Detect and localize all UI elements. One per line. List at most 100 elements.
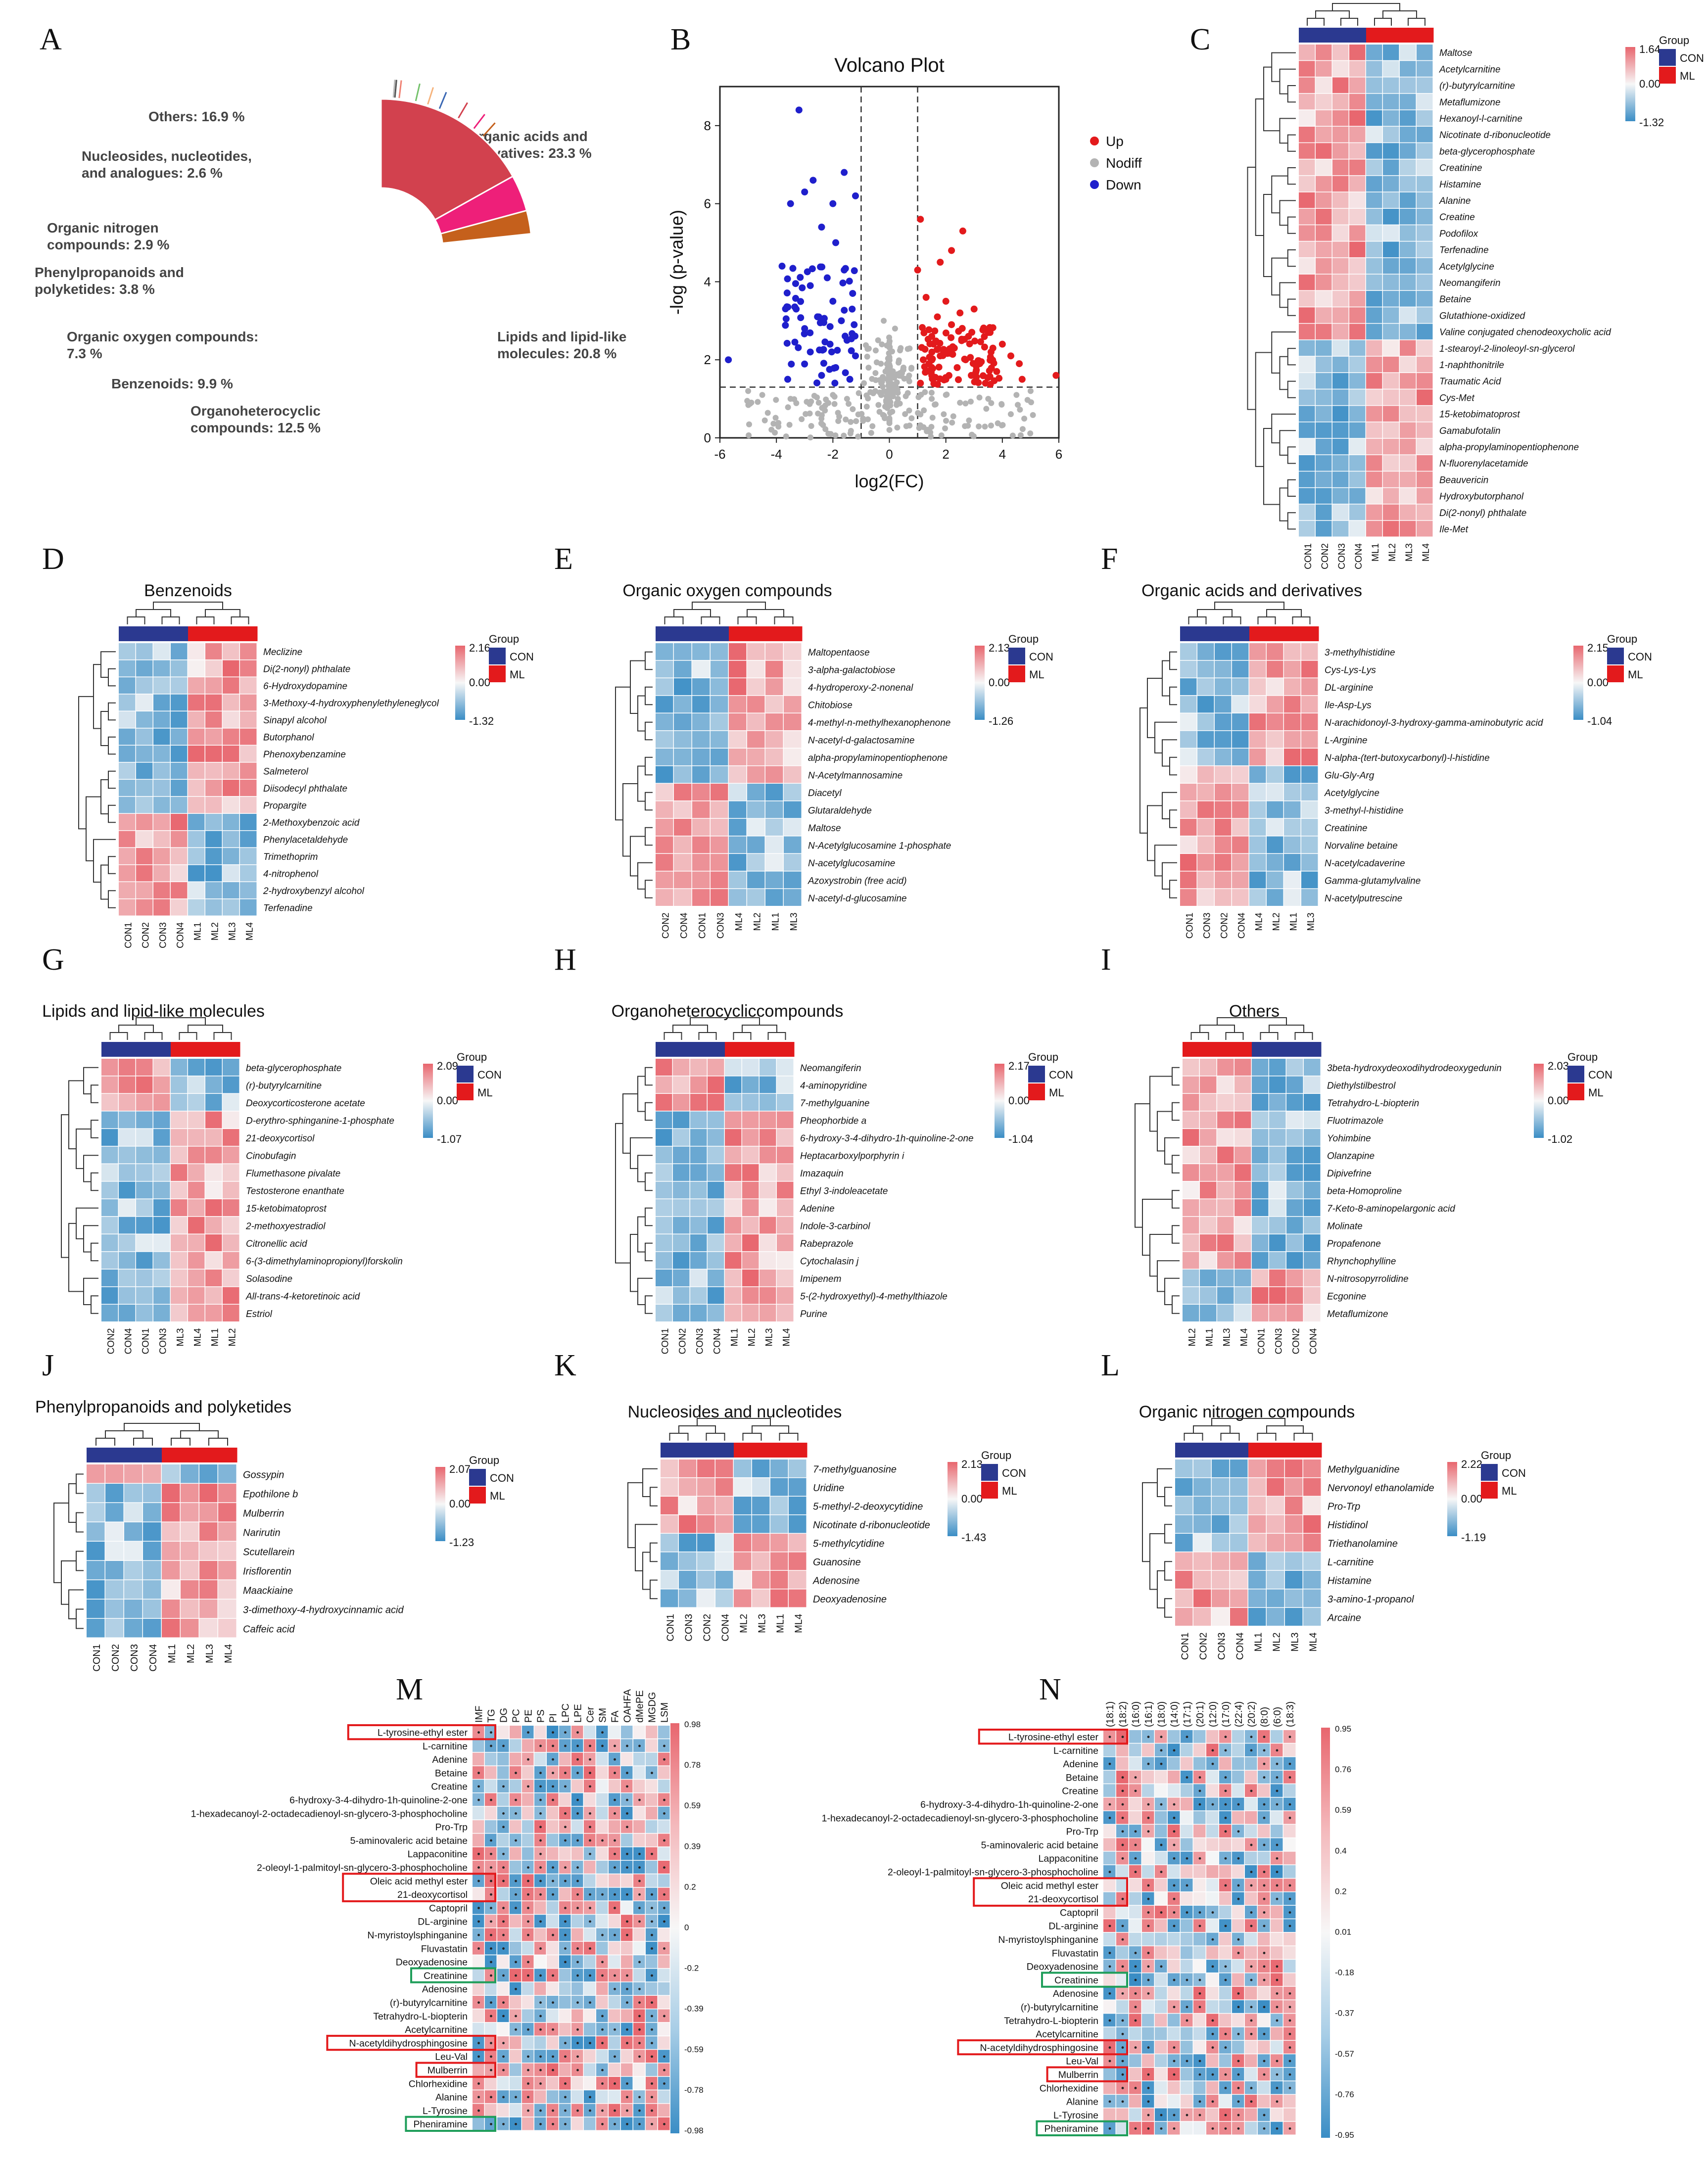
correlation-cell — [1103, 2068, 1116, 2081]
row-label: Acetylglycine — [1324, 788, 1379, 799]
heatmap-cell — [1217, 1252, 1234, 1269]
significance-mark — [626, 1866, 628, 1869]
correlation-cell — [1283, 1932, 1296, 1946]
significance-mark — [564, 1772, 567, 1774]
correlation-cell — [1168, 2014, 1180, 2027]
correlation-cell — [609, 1941, 620, 1955]
heatmap-cell — [1249, 678, 1266, 695]
significance-mark — [1250, 1736, 1253, 1739]
row-label: 3-dimethoxy-4-hydroxycinnamic acid — [243, 1604, 404, 1615]
heatmap-cell — [1299, 291, 1315, 307]
heatmap-cell — [1383, 422, 1399, 438]
up-point — [959, 227, 966, 235]
heatmap-cell — [1366, 340, 1382, 356]
column-dendrogram-branch — [747, 609, 784, 617]
correlation-cell — [1103, 2108, 1116, 2121]
correlation-cell — [1271, 1811, 1283, 1824]
panel-letter-g: G — [42, 943, 64, 977]
row-dendrogram-branch — [61, 1114, 69, 1258]
up-point — [966, 340, 973, 348]
heatmap-cell — [1400, 373, 1416, 389]
heatmap-cell — [742, 1217, 759, 1234]
row-label: 3beta-hydroxydeoxodihydrodeoxygedunin — [1327, 1063, 1502, 1074]
heatmap-cell — [1383, 110, 1399, 126]
heatmap-cell — [1349, 241, 1366, 258]
heatmap-cell — [1252, 1287, 1269, 1304]
heatmap-cell — [119, 865, 136, 882]
heatmap-cell — [1299, 471, 1315, 487]
correlation-cell — [1181, 1919, 1193, 1932]
heatmap-cell — [136, 1059, 153, 1076]
significance-mark — [1250, 1978, 1253, 1981]
heatmap-cell — [1400, 176, 1416, 192]
heatmap-cell — [725, 1111, 742, 1129]
correlation-cell — [1193, 1730, 1206, 1743]
significance-mark — [552, 1933, 554, 1936]
group-legend-con-label: CON — [1029, 651, 1053, 663]
heatmap-cell — [1366, 77, 1382, 94]
heatmap-cell — [1316, 520, 1332, 537]
heatmap-cell — [1383, 406, 1399, 422]
correlation-cell — [510, 1996, 522, 2009]
heatmap-cell — [1417, 241, 1433, 258]
correlation-cell — [1155, 1784, 1167, 1797]
significance-mark — [651, 2042, 653, 2044]
significance-mark — [601, 2069, 604, 2071]
heatmap-cell — [770, 1589, 788, 1607]
significance-mark — [1147, 1897, 1150, 1900]
heatmap-cell — [119, 780, 136, 796]
correlation-cell — [1142, 2054, 1154, 2067]
heatmap-cell — [747, 696, 765, 713]
heatmap-cell — [1304, 1217, 1321, 1234]
nodiff-point — [759, 392, 765, 398]
heatmap-cell — [1400, 225, 1416, 241]
heatmap-cell — [153, 643, 170, 659]
heatmap-cell — [1215, 731, 1232, 748]
significance-mark — [539, 1798, 542, 1801]
significance-mark — [564, 2096, 567, 2099]
heatmap-cell — [188, 1270, 205, 1286]
heatmap-cell — [765, 643, 783, 660]
heatmap-cell — [747, 660, 765, 678]
heatmap-cell — [1230, 1459, 1248, 1477]
significance-mark — [539, 2122, 542, 2125]
row-dendrogram-branch — [100, 711, 108, 746]
up-point — [998, 340, 1006, 348]
down-point — [807, 329, 814, 336]
nodiff-point — [764, 410, 771, 416]
row-label: Solasodine — [246, 1274, 292, 1284]
heatmap-cell — [1267, 1515, 1284, 1533]
heatmap-cell — [656, 836, 673, 853]
correlation-cell — [1232, 1730, 1244, 1743]
heatmap-cell — [1217, 1181, 1234, 1199]
significance-mark — [1147, 1762, 1150, 1765]
heatmap-cell — [1417, 110, 1433, 126]
significance-mark — [1160, 1911, 1163, 1914]
heatmap-cell — [1417, 307, 1433, 323]
heatmap-cell — [674, 731, 692, 748]
down-point — [792, 280, 799, 287]
column-label: ML4 — [1254, 912, 1265, 931]
correlation-cell — [1219, 2000, 1232, 2013]
column-label: CON3 — [158, 922, 169, 948]
correlation-cell — [547, 1955, 559, 1968]
heatmap-cell — [188, 814, 205, 830]
significance-mark — [1276, 2019, 1279, 2022]
heatmap-cell — [1180, 836, 1197, 853]
correlation-cell — [534, 1928, 546, 1941]
significance-mark — [663, 2069, 665, 2071]
heatmap-cell — [729, 731, 747, 748]
heatmap-cell — [1284, 731, 1301, 748]
correlation-cell — [1232, 2014, 1244, 2027]
heatmap-cell — [742, 1181, 759, 1199]
nodiff-point — [928, 389, 935, 396]
heatmap-cell — [692, 854, 710, 871]
heatmap-cell — [1316, 209, 1332, 225]
column-dendrogram-branch — [109, 1032, 128, 1040]
correlation-cell — [1219, 2014, 1232, 2027]
group-legend-ml-label: ML — [477, 1086, 493, 1099]
heatmap-cell — [1417, 438, 1433, 455]
heatmap-cell — [1299, 438, 1315, 455]
heatmap-cell — [223, 677, 239, 694]
